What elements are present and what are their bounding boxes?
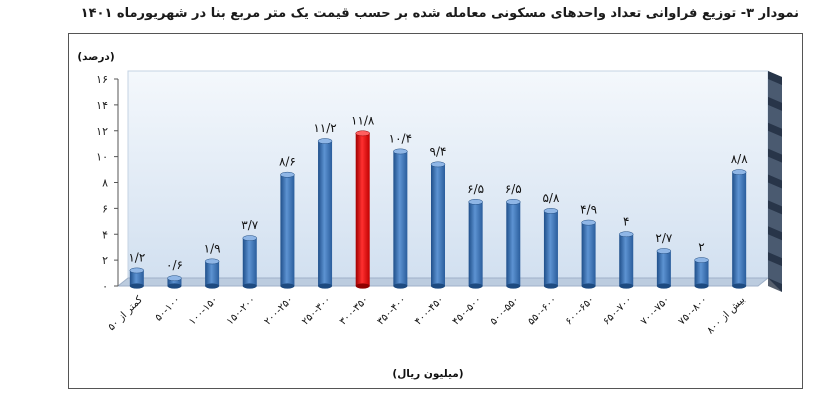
x-axis-label: (میلیون ریال) [392,368,463,380]
bar [280,171,295,289]
x-tick-label: ۴۵۰-۵۰۰ [451,294,484,327]
x-tick-label: ۵۰-۱۰۰ [153,294,182,323]
data-label: ۸/۸ [731,152,748,166]
x-tick-label: ۳۵۰-۴۰۰ [375,294,408,327]
x-tick-label: ۱۰۰-۱۵۰ [187,294,220,327]
x-tick-label: ۱۵۰-۲۰۰ [225,294,258,327]
y-tick-label: ۴ [102,228,108,241]
y-axis: ۰ ۲ ۴ ۶ ۸ ۱۰ ۱۲ ۱۴ ۱۶ [96,73,119,293]
y-tick-label: ۰ [102,280,108,293]
bar [656,248,672,289]
y-tick-label: ۸ [102,177,108,190]
x-tick-label: ۲۵۰-۳۰۰ [300,294,333,327]
y-tick-label: ۱۶ [96,73,108,86]
bar [430,161,446,289]
data-label: ۲ [698,240,704,254]
bar [581,219,596,289]
x-tick-label: ۴۰۰-۴۵۰ [413,294,446,327]
y-axis-label: (درصد) [77,51,114,63]
data-label: ۱۱/۲ [313,121,336,135]
bar [167,275,182,289]
data-label: ۲/۷ [655,231,672,245]
y-tick-label: ۶ [102,202,108,215]
bar [731,169,747,289]
y-tick-label: ۲ [102,254,108,267]
bar [393,148,408,289]
data-label: ۶/۵ [467,182,484,196]
chart-title: نمودار ۳- توزیع فراوانی تعداد واحدهای مس… [80,6,799,21]
bar [468,199,483,289]
bar [317,138,333,289]
x-axis: کمتر از ۵۰ ۵۰-۱۰۰ ۱۰۰-۱۵۰ ۱۵۰-۲۰۰ ۲۰۰-۲۵۰ ۲۵۰… [106,294,747,336]
bar [618,231,634,289]
y-tick-label: ۱۰ [96,151,108,164]
data-label: ۱۱/۸ [351,113,375,127]
x-tick-label: کمتر از ۵۰ [106,294,145,333]
data-label: ۵/۸ [542,191,559,205]
data-label: ۰/۶ [166,258,183,272]
bar [242,235,258,289]
bar [543,208,559,289]
data-label: ۴ [623,214,629,228]
data-label: ۶/۵ [505,182,522,196]
y-tick-label: ۱۲ [96,125,108,138]
x-tick-label: ۷۵۰-۸۰۰ [677,294,710,327]
x-tick-label: ۳۰۰-۳۵۰ [338,294,371,327]
x-tick-label: ۲۰۰-۲۵۰ [262,294,295,327]
x-tick-label: ۶۵۰-۷۰۰ [601,294,634,327]
bar-highlight [355,130,370,289]
y-tick-label: ۱۴ [96,99,108,112]
data-label: ۱/۹ [204,241,221,255]
data-label: ۳/۷ [241,218,258,232]
data-label: ۱/۲ [128,250,145,264]
x-tick-label: ۶۰۰-۶۵۰ [564,294,597,327]
plot-area [116,70,782,292]
data-labels: ۱/۲ ۰/۶ ۱/۹ ۳/۷ ۸/۶ ۱۱/۲ ۱۱/۸ ۱۰/۴ ۹/۴ ۶/۵ ۶/۵ ۵/۸ ۴… [128,113,748,272]
data-label: ۱۰/۴ [389,131,412,145]
bar [694,257,709,289]
bar [129,267,145,289]
x-tick-label: بیش از ۸۰۰ [705,294,747,336]
bar [506,199,521,289]
x-tick-label: ۷۰۰-۷۵۰ [639,294,672,327]
x-tick-label: ۵۰۰-۵۵۰ [488,294,521,327]
data-label: ۴/۹ [580,203,597,217]
data-label: ۸/۶ [279,155,296,169]
bars [129,130,747,289]
bar-chart: ۰ ۲ ۴ ۶ ۸ ۱۰ ۱۲ ۱۴ ۱۶ ۱/۲ ۰/۶ ۱/۹ ۳/۷ ۸/۶ ۱۱/۲ ۱۱/۸ ۱۰/… [77,51,782,380]
bar [204,258,220,289]
data-label: ۹/۴ [430,144,447,158]
x-tick-label: ۵۵۰-۶۰۰ [526,294,559,327]
